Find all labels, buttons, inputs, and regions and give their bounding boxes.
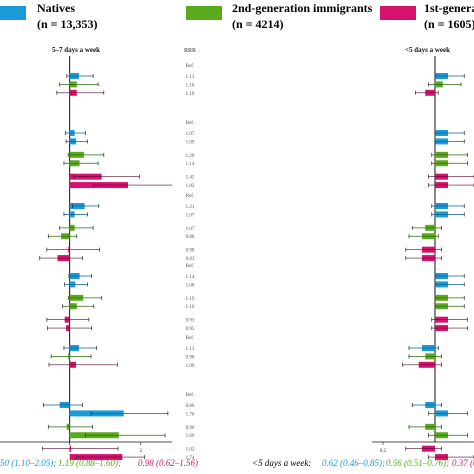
rrr-value-label: 1.14 xyxy=(186,275,195,280)
reference-label: Ref. xyxy=(186,264,194,269)
panel-title: <5 days a week xyxy=(405,46,450,54)
rrr-value-label: 1.21 xyxy=(186,205,195,210)
rrr-value-label: 0.98 xyxy=(186,355,195,360)
rrr-value-label: 1.07 xyxy=(186,227,195,232)
right-panel: <5 days a week 0.2 xyxy=(372,46,474,461)
rrr-value-label: 1.09 xyxy=(186,140,195,145)
rrr-value-label: 1.02 xyxy=(186,448,195,453)
rrr-value-label: 0.83 xyxy=(186,257,195,262)
reference-label: Ref. xyxy=(186,64,194,69)
reference-label: Ref. xyxy=(186,336,194,341)
legend-swatch-second-gen xyxy=(186,6,222,20)
footer-right-blue: 0.62 (0.46–0.85); xyxy=(322,458,385,468)
rrr-value-label: 1.19 xyxy=(186,297,195,302)
rrr-value-label: 0.86 xyxy=(186,404,195,409)
reference-label: Ref. xyxy=(186,194,194,199)
rrr-value-label: 0.98 xyxy=(186,249,195,254)
panel-title: 5–7 days a week xyxy=(52,46,100,54)
rrr-value-label: 0.93 xyxy=(186,319,195,324)
rrr-value-label: 1.10 xyxy=(186,305,195,310)
footer-right-green: 0.56 (0.51–0.76); xyxy=(386,458,449,468)
legend-swatch-natives xyxy=(0,6,26,20)
reference-label: Ref. xyxy=(186,121,194,126)
rrr-value-label: 1.74 xyxy=(186,456,195,461)
rrr-value-label: 1.10 xyxy=(186,83,195,88)
rrr-value-label: 1.20 xyxy=(186,154,195,159)
rrr-value-label: 1.45 xyxy=(186,176,195,181)
legend-label-first-gen: 1st-generation xyxy=(424,1,474,15)
rrr-value-label: 0.96 xyxy=(186,426,195,431)
rrr-value-label: 1.69 xyxy=(186,434,195,439)
legend-count-first-gen: (n = 1605) xyxy=(424,17,474,31)
rrr-value-label: 1.76 xyxy=(186,412,195,417)
footer-left-prefix: 50 (1.10–2.05); xyxy=(0,458,57,468)
footer-right-prefix: <5 days a week: xyxy=(252,458,312,468)
footer-caption: 50 (1.10–2.05); 1.19 (0.88–1.60); 0.98 (… xyxy=(0,458,474,474)
rrr-value-label: 0.95 xyxy=(186,327,195,332)
left-panel: 5–7 days a week12RRRRef.1.131.101.10Ref.… xyxy=(0,46,196,461)
reference-label: Ref. xyxy=(186,393,194,398)
x-tick-label: 2 xyxy=(140,449,143,454)
rrr-column-header: RRR xyxy=(184,48,196,54)
rrr-value-label: 1.82 xyxy=(186,184,195,189)
legend-label-second-gen: 2nd-generation immigrants xyxy=(232,1,373,15)
legend-label-natives: Natives xyxy=(37,1,75,15)
legend-count-second-gen: (n = 4214) xyxy=(232,17,284,31)
rrr-value-label: 1.07 xyxy=(186,132,195,137)
rrr-value-label: 1.08 xyxy=(186,283,195,288)
rrr-value-label: 1.07 xyxy=(186,213,195,218)
legend-swatch-first-gen xyxy=(380,6,416,20)
footer-left-green: 1.19 (0.88–1.60); xyxy=(58,458,121,468)
x-tick-label: 0.2 xyxy=(380,449,387,454)
footer-right-pink: 0.37 (0 xyxy=(452,458,474,468)
legend: Natives (n = 13,353) 2nd-generation immi… xyxy=(0,0,474,40)
rrr-value-label: 1.13 xyxy=(186,347,195,352)
rrr-value-label: 1.13 xyxy=(186,75,195,80)
legend-count-natives: (n = 13,353) xyxy=(37,17,98,31)
footer-left-pink: 0.98 (0.62–1.56) xyxy=(138,458,198,468)
rrr-value-label: 1.14 xyxy=(186,162,195,167)
rrr-value-label: 1.09 xyxy=(186,364,195,369)
rrr-value-label: 1.10 xyxy=(186,92,195,97)
rrr-value-label: 0.88 xyxy=(186,235,195,240)
